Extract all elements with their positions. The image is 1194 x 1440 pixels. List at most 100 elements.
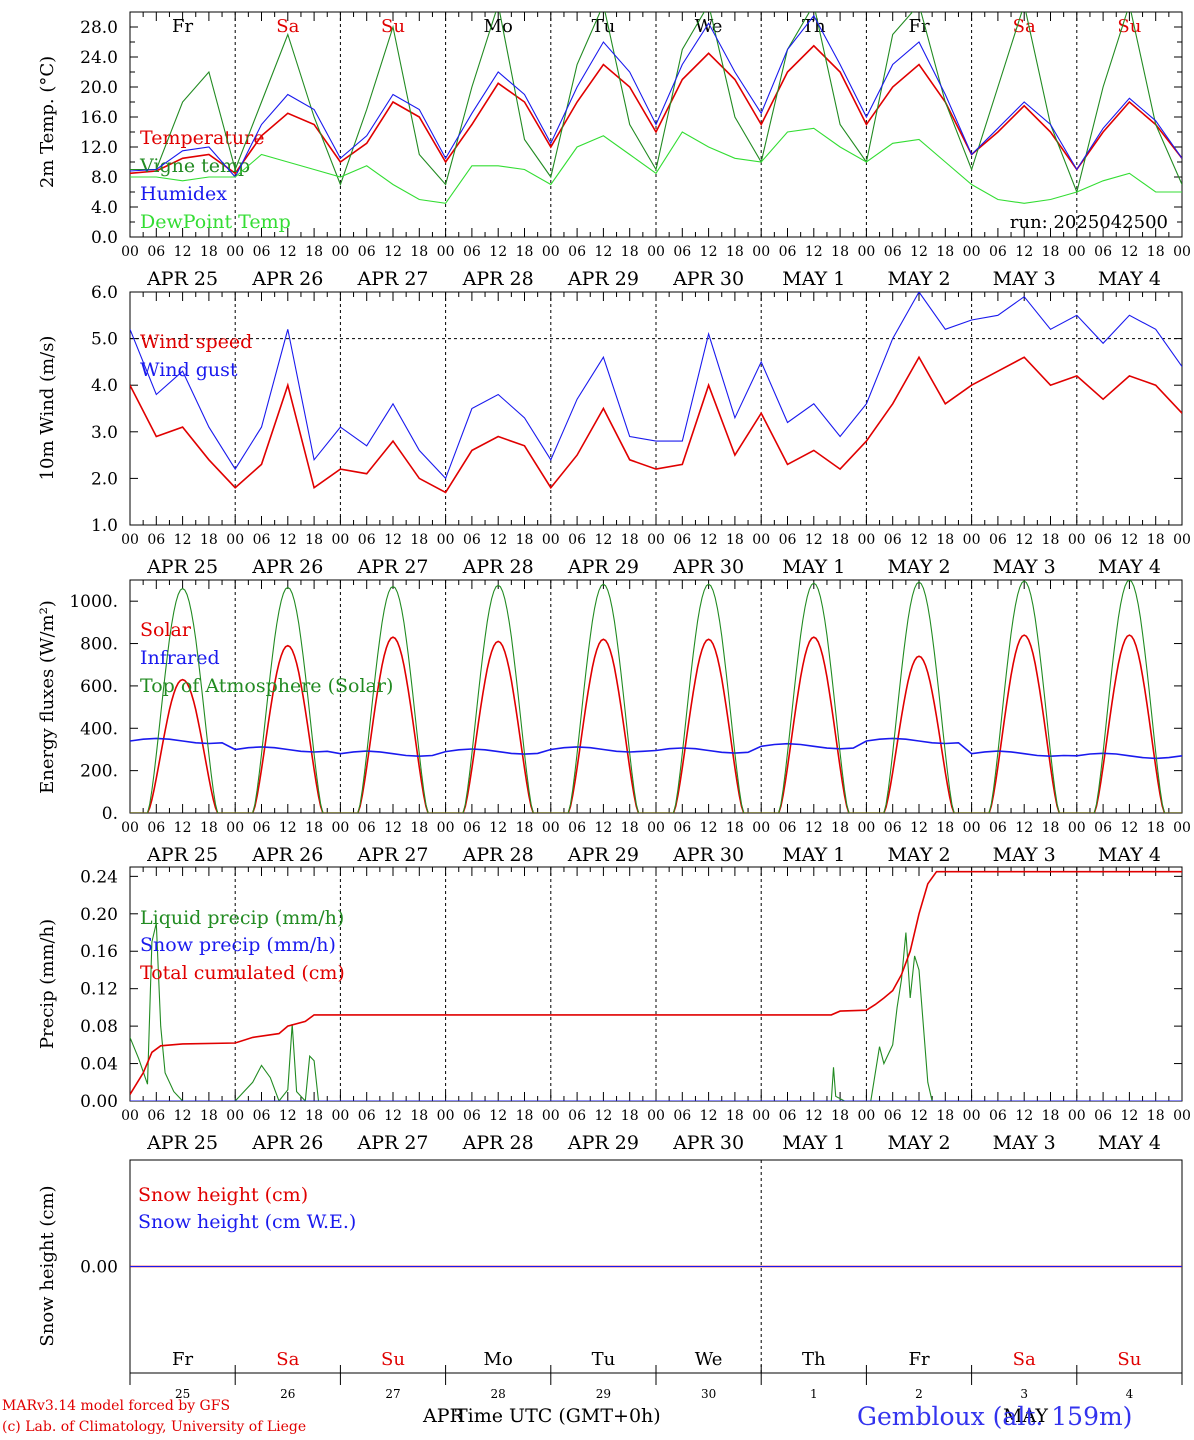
weekday-label: Sa — [1013, 16, 1036, 37]
hour-label: 00 — [437, 820, 455, 836]
y-axis-title: 10m Wind (m/s) — [37, 336, 58, 481]
date-label: APR 25 — [146, 844, 218, 866]
hour-label: 00 — [542, 532, 560, 548]
hour-label: 18 — [831, 532, 849, 548]
y-tick-label: 1000. — [69, 592, 118, 612]
hour-label: 12 — [1120, 820, 1138, 836]
hour-label: 18 — [410, 532, 428, 548]
date-label: APR 26 — [251, 1132, 323, 1154]
location-label: Gembloux (alt. 159m) — [857, 1402, 1133, 1431]
date-label: APR 27 — [356, 1132, 428, 1154]
hour-label: 12 — [174, 532, 192, 548]
y-tick-label: 0.08 — [80, 1017, 118, 1037]
hour-label: 06 — [568, 820, 586, 836]
hour-label: 18 — [936, 532, 954, 548]
y-axis-title: Snow height (cm) — [37, 1185, 58, 1346]
hour-label: 18 — [621, 1108, 639, 1124]
hour-label: 12 — [1015, 820, 1033, 836]
hour-label: 12 — [174, 1108, 192, 1124]
day-number-label: 26 — [280, 1387, 295, 1401]
hour-label: 18 — [621, 244, 639, 260]
date-label: MAY 4 — [1098, 268, 1161, 290]
day-number-label: 3 — [1020, 1387, 1028, 1401]
hour-label: 12 — [1015, 532, 1033, 548]
series-line-1 — [130, 355, 1182, 494]
panel-4: 0.00 0.04 0.08 0.12 0.16 0.20 0.24 Precip (mm/h… — [37, 866, 1191, 1154]
hour-label: 06 — [1094, 820, 1112, 836]
hour-label: 00 — [542, 244, 560, 260]
day-number-label: 4 — [1126, 1387, 1134, 1401]
hour-label: 18 — [410, 244, 428, 260]
hour-label: 00 — [963, 532, 981, 548]
y-tick-label: 24.0 — [80, 48, 118, 68]
hour-label: 18 — [936, 244, 954, 260]
date-label: MAY 2 — [887, 1132, 950, 1154]
hour-label: 06 — [779, 1108, 797, 1124]
hour-label: 00 — [963, 1108, 981, 1124]
date-label: APR 30 — [672, 844, 744, 866]
hour-label: 06 — [884, 1108, 902, 1124]
series-line-2 — [130, 292, 1182, 480]
hour-label: 06 — [463, 820, 481, 836]
hour-label: 00 — [542, 1108, 560, 1124]
hour-label: 06 — [673, 1108, 691, 1124]
hour-label: 00 — [331, 244, 349, 260]
date-label: APR 26 — [251, 268, 323, 290]
panel-2: 1.0 2.0 3.0 4.0 5.0 6.0 10m Wind (m/s) 00 06 12 18… — [37, 283, 1191, 578]
hour-label: 00 — [542, 820, 560, 836]
hour-label: 12 — [384, 820, 402, 836]
hour-label: 18 — [621, 532, 639, 548]
hour-label: 06 — [989, 532, 1007, 548]
date-label: MAY 3 — [993, 268, 1056, 290]
hour-label: 00 — [963, 244, 981, 260]
y-tick-label: 0.00 — [80, 1258, 118, 1278]
date-label: APR 30 — [672, 268, 744, 290]
hour-label: 00 — [331, 532, 349, 548]
hour-label: 00 — [752, 820, 770, 836]
hour-label: 12 — [700, 1108, 718, 1124]
hour-label: 12 — [1120, 532, 1138, 548]
hour-label: 06 — [673, 532, 691, 548]
legend-entry: Total cumulated (cm) — [140, 962, 345, 984]
weekday-label: Fr — [908, 16, 929, 37]
date-label: MAY 1 — [782, 1132, 845, 1154]
weekday-label: Su — [381, 1349, 405, 1370]
hour-label: 06 — [147, 244, 165, 260]
hour-label: 18 — [726, 820, 744, 836]
y-tick-label: 0.20 — [80, 905, 118, 925]
date-label: APR 28 — [462, 1132, 534, 1154]
weekday-label: Su — [1117, 16, 1141, 37]
legend-entry: Solar — [140, 619, 192, 641]
legend-entry: Wind gust — [140, 359, 238, 381]
y-tick-label: 0. — [102, 804, 118, 824]
date-label: MAY 3 — [993, 556, 1056, 578]
y-tick-label: 28.0 — [80, 18, 118, 38]
credit-line-1: MARv3.14 model forced by GFS — [2, 1398, 231, 1414]
hour-label: 06 — [884, 532, 902, 548]
hour-label: 00 — [331, 820, 349, 836]
hour-label: 06 — [989, 820, 1007, 836]
hour-label: 00 — [857, 820, 875, 836]
hour-label: 00 — [857, 532, 875, 548]
hour-label: 06 — [673, 820, 691, 836]
y-tick-label: 600. — [80, 677, 118, 697]
hour-label: 06 — [989, 1108, 1007, 1124]
hour-label: 18 — [726, 244, 744, 260]
hour-label: 18 — [200, 532, 218, 548]
hour-label: 12 — [489, 820, 507, 836]
hour-label: 00 — [1068, 820, 1086, 836]
y-tick-label: 16.0 — [80, 108, 118, 128]
date-label: APR 29 — [567, 268, 639, 290]
weekday-label: Fr — [172, 1349, 193, 1370]
hour-label: 12 — [594, 1108, 612, 1124]
date-label: APR 29 — [567, 556, 639, 578]
hour-label: 12 — [700, 820, 718, 836]
hour-label: 06 — [568, 244, 586, 260]
hour-label: 00 — [121, 244, 139, 260]
day-number-label: 25 — [175, 1387, 190, 1401]
hour-label: 12 — [1120, 1108, 1138, 1124]
hour-label: 18 — [410, 1108, 428, 1124]
hour-label: 00 — [647, 532, 665, 548]
y-tick-label: 0.04 — [80, 1055, 118, 1075]
